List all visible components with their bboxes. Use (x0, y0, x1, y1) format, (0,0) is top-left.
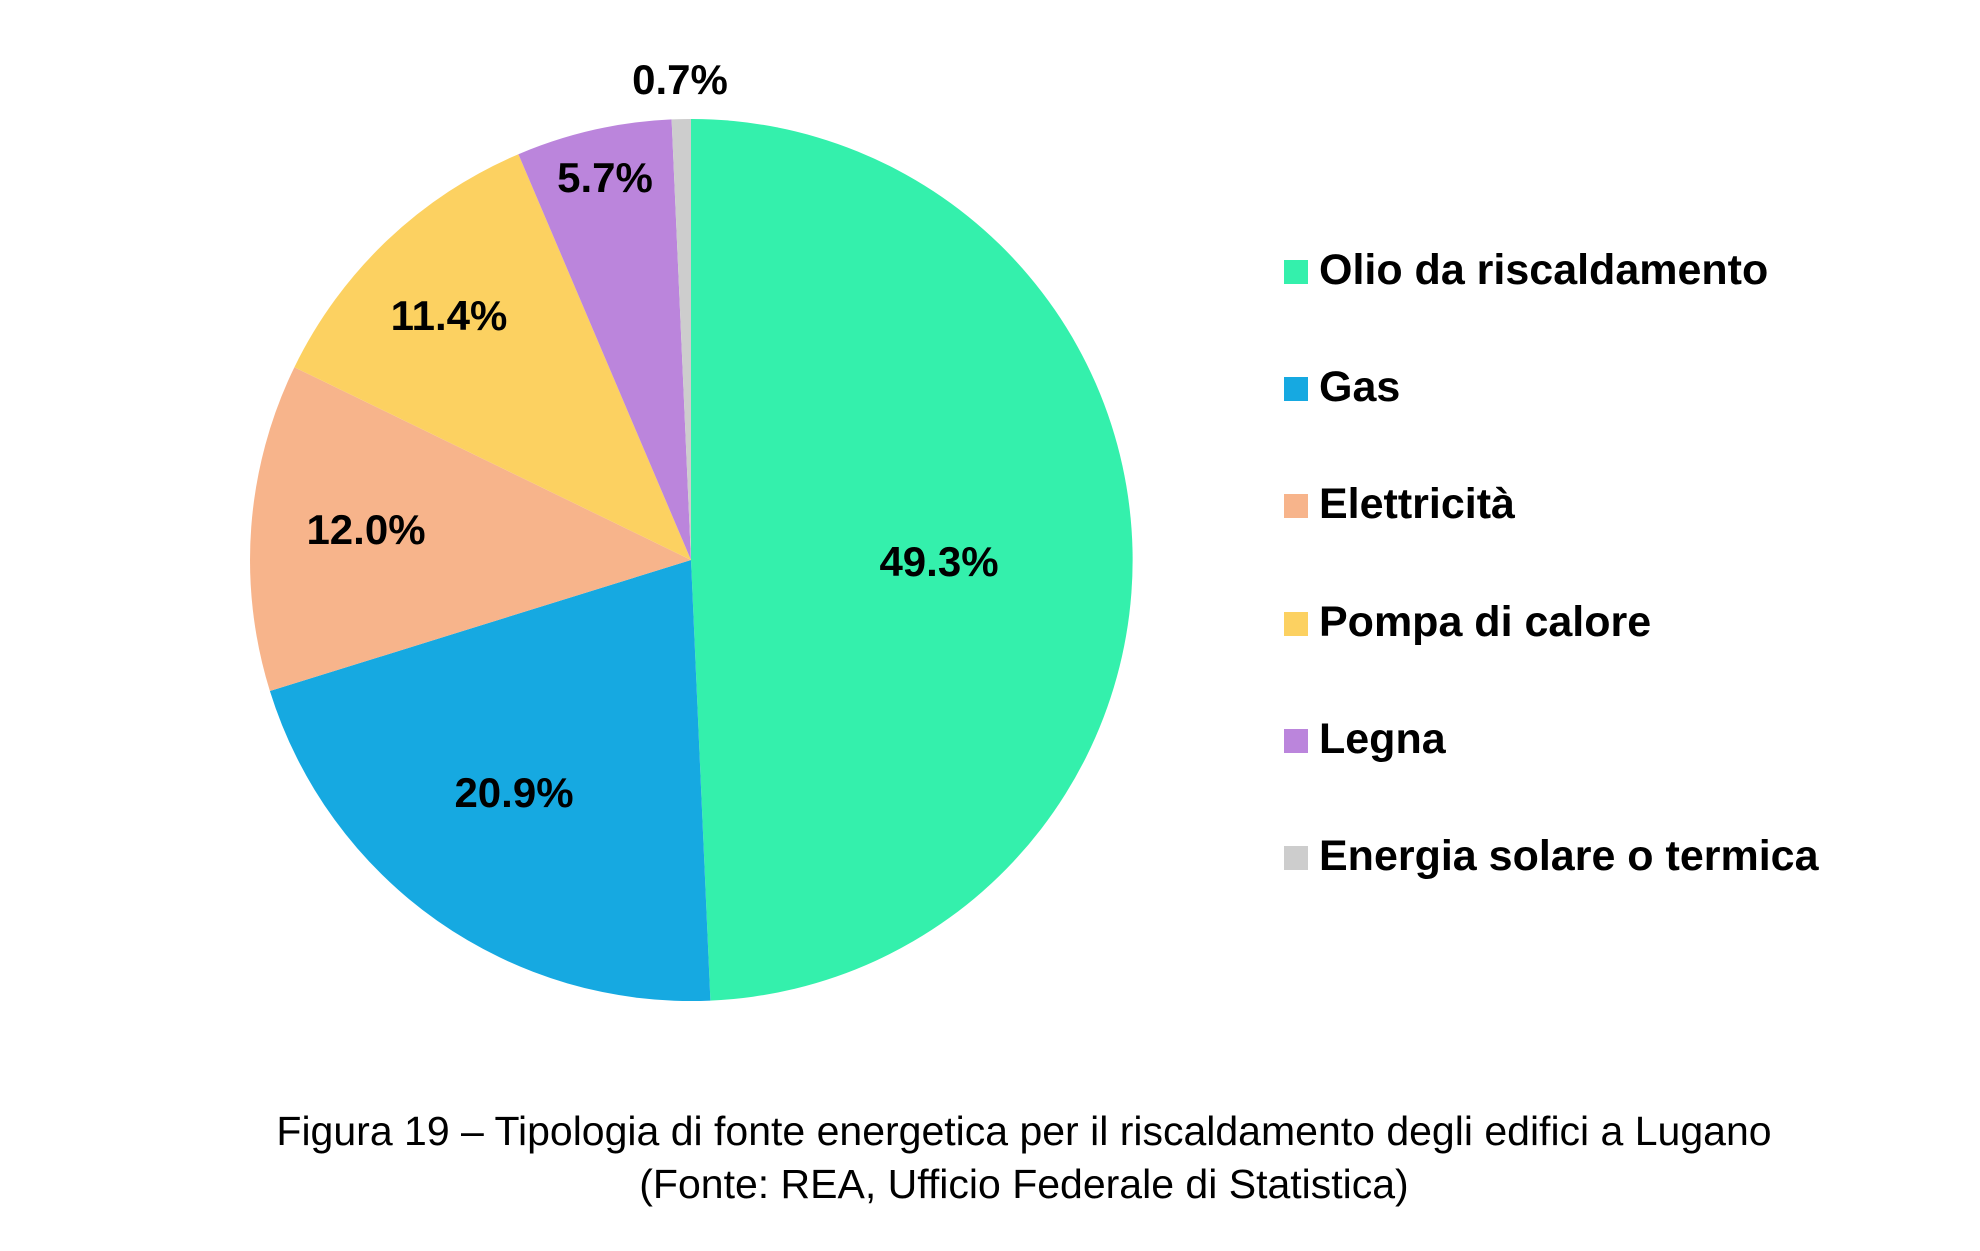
svg-text:Pompa di calore: Pompa di calore (1319, 598, 1651, 646)
svg-text:Elettricità: Elettricità (1319, 480, 1516, 528)
svg-text:Energia solare o termica: Energia solare o termica (1319, 832, 1820, 880)
svg-text:Gas: Gas (1319, 363, 1400, 411)
svg-text:Figura 19 – Tipologia di fonte: Figura 19 – Tipologia di fonte energetic… (276, 1108, 1771, 1154)
svg-text:12.0%: 12.0% (306, 506, 425, 553)
svg-text:5.7%: 5.7% (557, 154, 653, 201)
svg-text:20.9%: 20.9% (454, 769, 573, 816)
svg-text:49.3%: 49.3% (879, 538, 998, 585)
svg-text:11.4%: 11.4% (391, 292, 508, 339)
svg-text:(Fonte: REA, Ufficio Federale: (Fonte: REA, Ufficio Federale di Statist… (639, 1161, 1408, 1207)
svg-text:Olio da riscaldamento: Olio da riscaldamento (1319, 246, 1768, 294)
svg-text:0.7%: 0.7% (632, 56, 728, 103)
svg-text:Legna: Legna (1319, 715, 1447, 763)
